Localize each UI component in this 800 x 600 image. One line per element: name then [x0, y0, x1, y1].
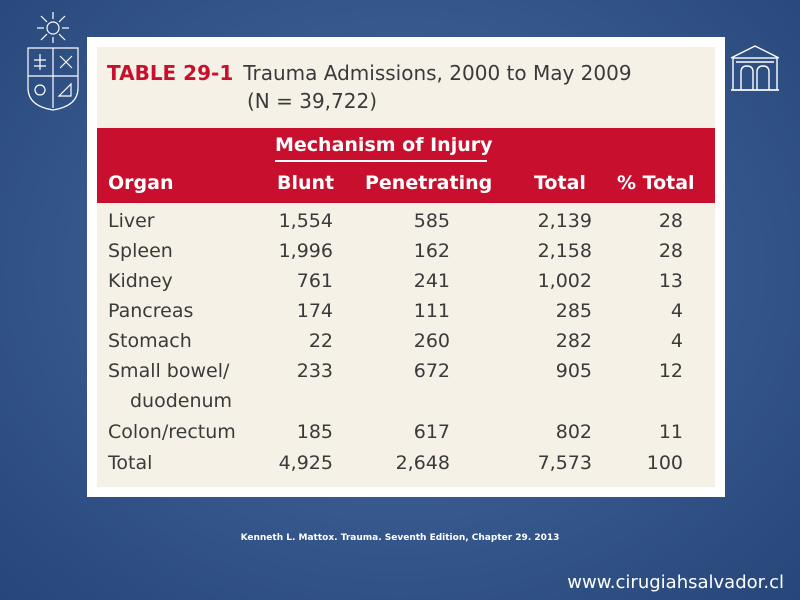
- cell-total: 905: [555, 360, 592, 382]
- header-organ: Organ: [108, 172, 174, 194]
- table-row: Kidney 761 241 1,002 13: [97, 266, 715, 296]
- table-row: Small bowel/ 233 672 905 12: [97, 356, 715, 386]
- cell-organ: Colon/rectum: [108, 421, 236, 443]
- table-row: Pancreas 174 111 285 4: [97, 296, 715, 326]
- cell-pct-total: 28: [658, 210, 683, 232]
- cell-penetrating: 162: [413, 240, 450, 262]
- cell-organ: Total: [108, 452, 153, 474]
- cell-pct-total: 12: [658, 360, 683, 382]
- cell-total: 282: [555, 330, 592, 352]
- cell-penetrating: 617: [413, 421, 450, 443]
- cell-penetrating: 672: [413, 360, 450, 382]
- table-row-total: Total 4,925 2,648 7,573 100: [97, 448, 715, 478]
- cell-pct-total: 13: [658, 270, 683, 292]
- source-citation: Kenneth L. Mattox. Trauma. Seventh Editi…: [240, 533, 560, 543]
- cell-penetrating: 241: [413, 270, 450, 292]
- header-blunt: Blunt: [277, 172, 335, 194]
- cell-penetrating: 111: [413, 300, 450, 322]
- cell-blunt: 1,554: [278, 210, 333, 232]
- cell-blunt: 233: [296, 360, 333, 382]
- table-card: TABLE 29-1 Trauma Admissions, 2000 to May…: [87, 37, 725, 497]
- header-pct-total: % Total: [617, 172, 695, 194]
- footer-website-url: www.cirugiahsalvador.cl: [567, 572, 784, 593]
- cell-blunt: 761: [296, 270, 333, 292]
- cell-blunt: 185: [296, 421, 333, 443]
- header-total: Total: [534, 172, 586, 194]
- cell-total: 7,573: [537, 452, 592, 474]
- cell-total: 285: [555, 300, 592, 322]
- table-header: Mechanism of Injury Organ Blunt Penetrat…: [97, 128, 715, 203]
- table-row: Colon/rectum 185 617 802 11: [97, 417, 715, 447]
- cell-pct-total: 28: [658, 240, 683, 262]
- cell-total: 802: [555, 421, 592, 443]
- cell-penetrating: 260: [413, 330, 450, 352]
- hospital-building-icon: [730, 45, 780, 91]
- table-tag: TABLE 29-1: [107, 61, 234, 85]
- university-crest-icon: [27, 12, 79, 111]
- header-mechanism-of-injury: Mechanism of Injury: [275, 134, 493, 156]
- header-penetrating: Penetrating: [365, 172, 493, 194]
- cell-penetrating: 2,648: [395, 452, 450, 474]
- cell-pct-total: 100: [646, 452, 683, 474]
- cell-total: 2,139: [537, 210, 592, 232]
- mechanism-underline: [275, 160, 487, 162]
- cell-blunt: 174: [296, 300, 333, 322]
- cell-blunt: 22: [308, 330, 333, 352]
- cell-organ: Liver: [108, 210, 155, 232]
- cell-penetrating: 585: [413, 210, 450, 232]
- cell-pct-total: 11: [658, 421, 683, 443]
- cell-blunt: 4,925: [278, 452, 333, 474]
- table-panel: TABLE 29-1 Trauma Admissions, 2000 to May…: [97, 47, 715, 487]
- table-row-continuation: duodenum: [97, 386, 715, 416]
- cell-organ-line2: duodenum: [130, 390, 233, 412]
- cell-pct-total: 4: [670, 330, 683, 352]
- cell-blunt: 1,996: [278, 240, 333, 262]
- cell-organ: Pancreas: [108, 300, 194, 322]
- cell-total: 1,002: [537, 270, 592, 292]
- cell-organ: Kidney: [108, 270, 173, 292]
- cell-organ: Spleen: [108, 240, 173, 262]
- table-title: TABLE 29-1 Trauma Admissions, 2000 to May…: [107, 61, 632, 85]
- cell-organ: Small bowel/: [108, 360, 230, 382]
- table-title-text: Trauma Admissions, 2000 to May 2009: [243, 61, 632, 85]
- table-row: Liver 1,554 585 2,139 28: [97, 206, 715, 236]
- cell-total: 2,158: [537, 240, 592, 262]
- cell-organ: Stomach: [108, 330, 192, 352]
- table-subtitle: (N = 39,722): [247, 89, 378, 113]
- table-row: Spleen 1,996 162 2,158 28: [97, 236, 715, 266]
- table-row: Stomach 22 260 282 4: [97, 326, 715, 356]
- cell-pct-total: 4: [670, 300, 683, 322]
